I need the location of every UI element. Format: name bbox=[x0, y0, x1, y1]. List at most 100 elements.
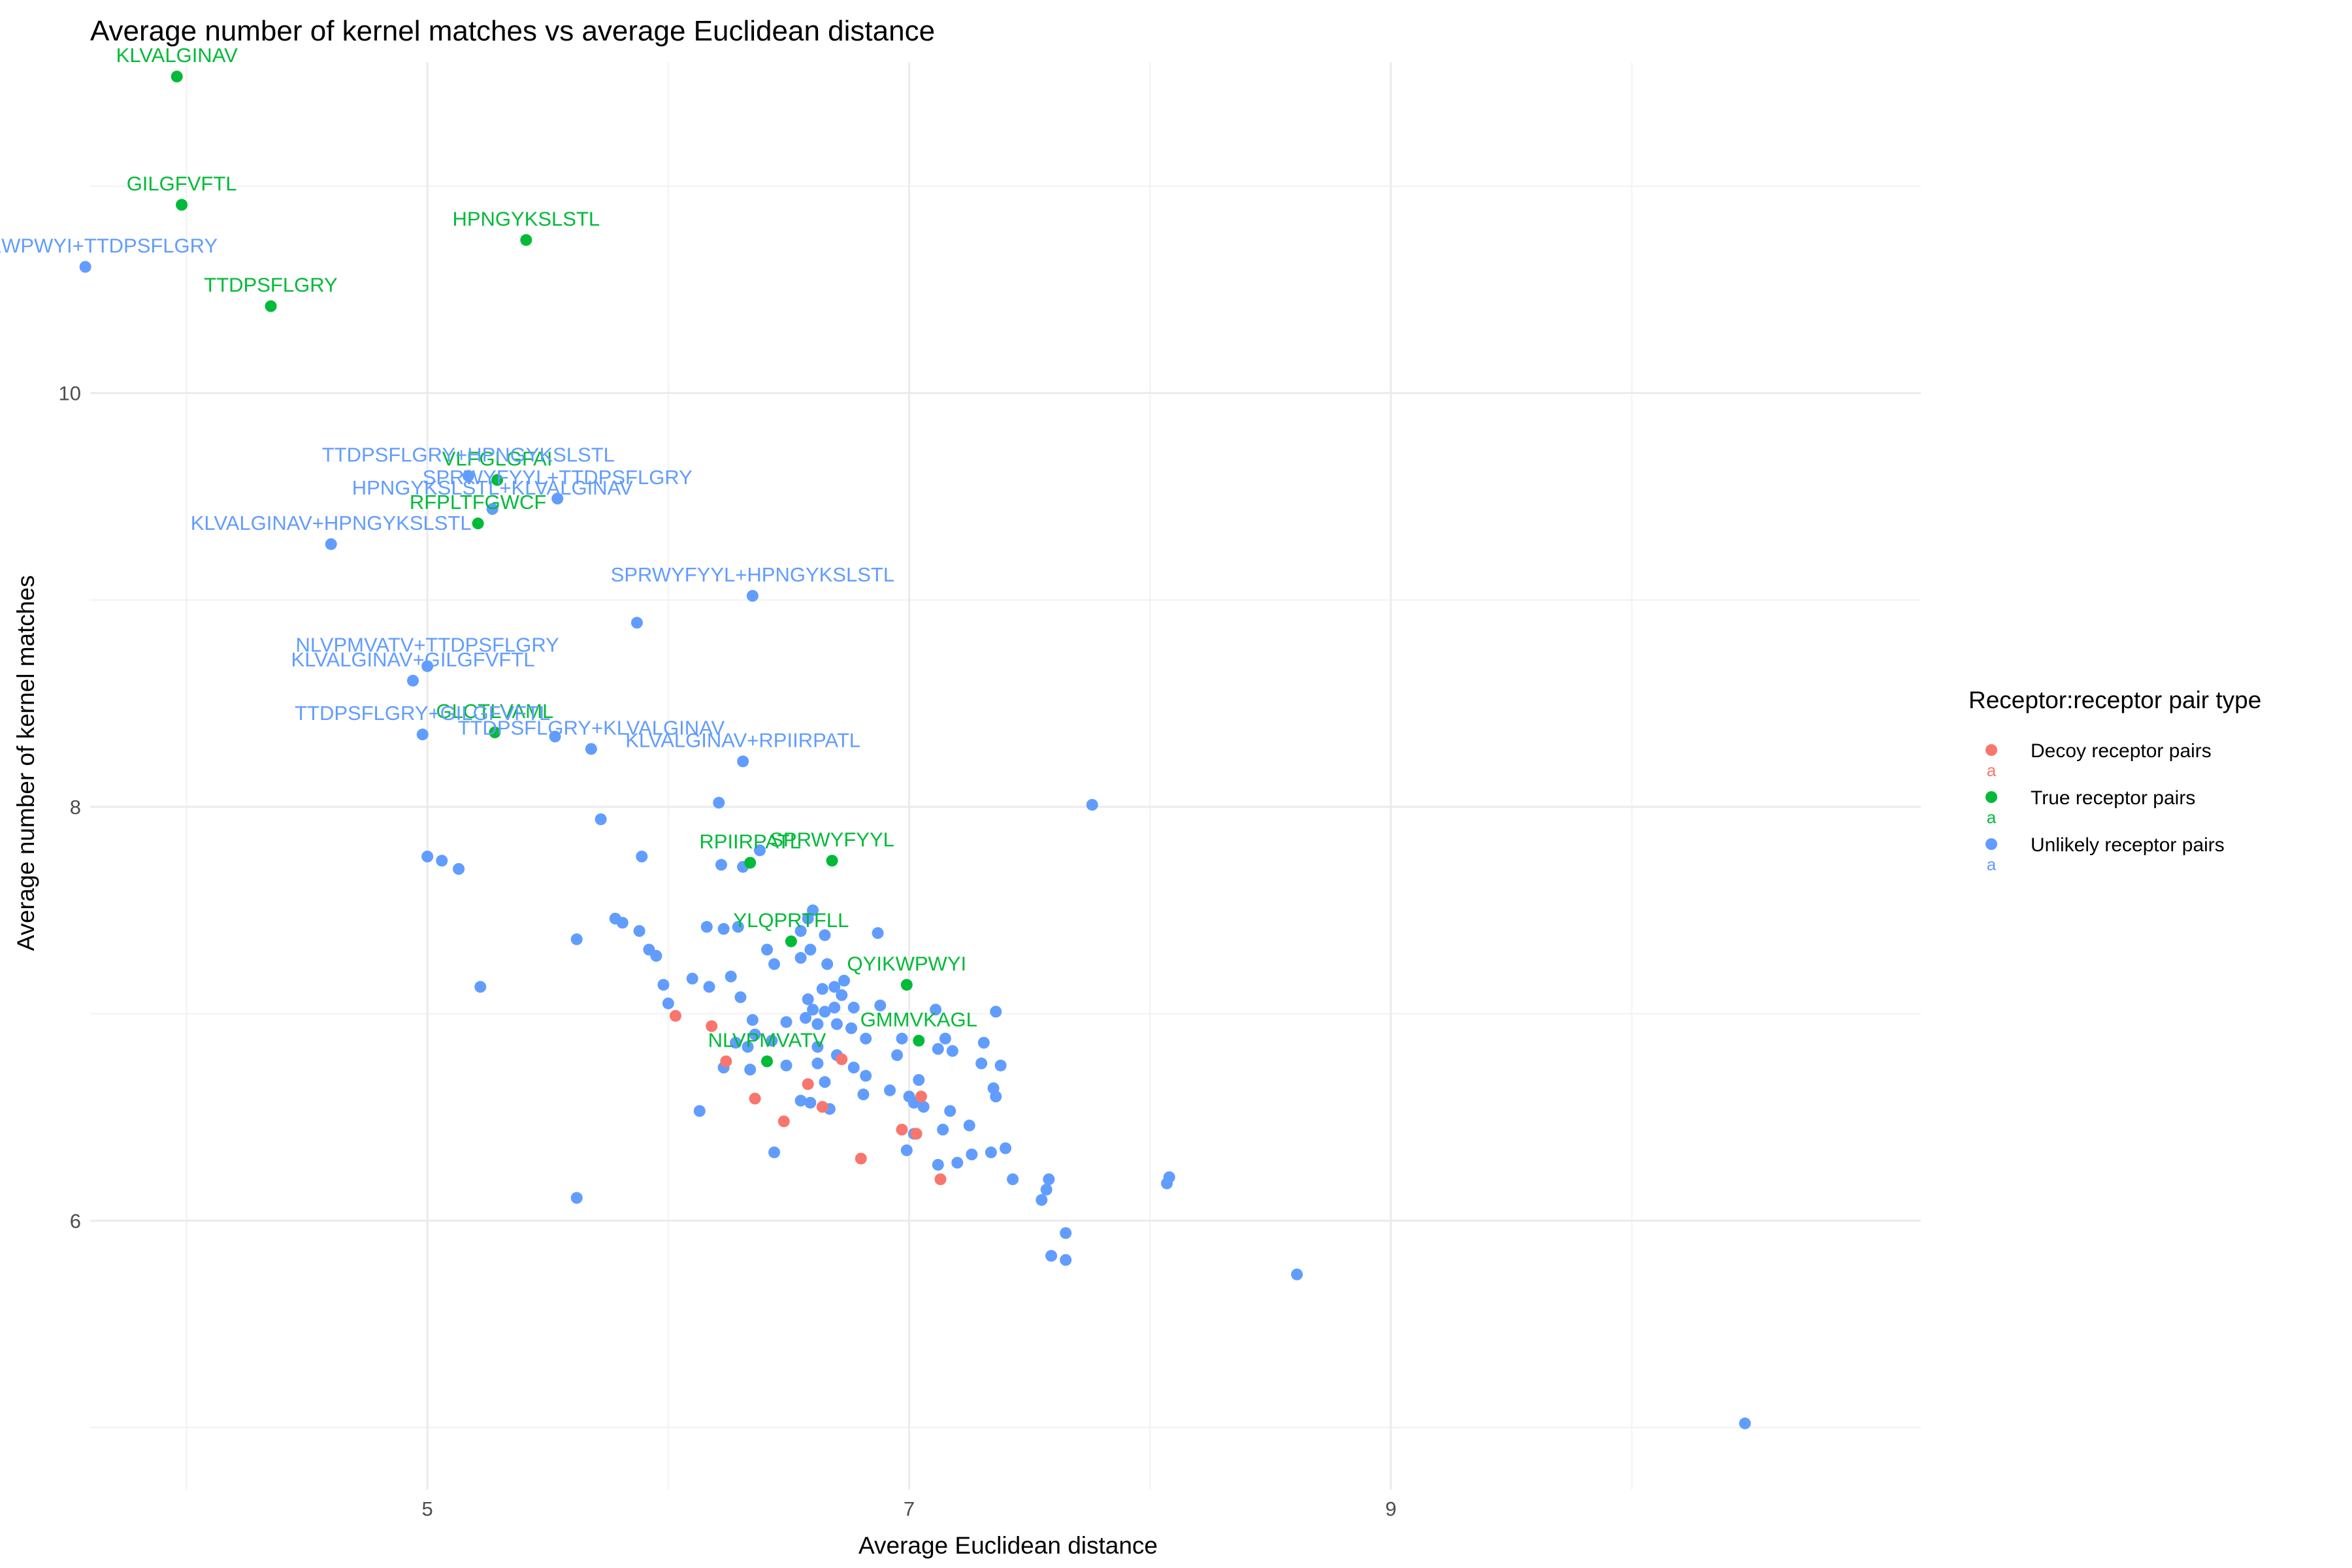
data-point bbox=[932, 1158, 944, 1171]
data-point bbox=[819, 1005, 831, 1018]
data-point bbox=[780, 1059, 792, 1071]
data-point bbox=[551, 493, 564, 505]
data-point bbox=[857, 1088, 870, 1101]
data-point bbox=[474, 981, 487, 993]
data-point bbox=[686, 972, 698, 985]
data-point bbox=[900, 1144, 913, 1156]
data-point bbox=[985, 1146, 997, 1158]
legend-key-point bbox=[1985, 791, 1997, 803]
grid-major-lines bbox=[90, 62, 1921, 1490]
point-label: HPNGYKSLSTL+KLVALGINAV bbox=[352, 476, 633, 499]
data-point bbox=[79, 261, 91, 273]
data-point bbox=[630, 617, 643, 629]
data-point bbox=[407, 674, 419, 687]
data-point bbox=[713, 796, 725, 809]
data-point bbox=[633, 925, 645, 937]
grid-minor-lines bbox=[90, 62, 1921, 1490]
data-point bbox=[819, 1076, 831, 1088]
data-point bbox=[746, 590, 759, 602]
data-point bbox=[421, 851, 434, 862]
x-axis-title: Average Euclidean distance bbox=[858, 1532, 1158, 1559]
data-point bbox=[737, 755, 749, 768]
data-point bbox=[937, 1124, 949, 1135]
point-label: SPRWYFYYL+TTDPSFLGRY bbox=[423, 466, 693, 489]
data-point bbox=[725, 970, 737, 983]
data-point bbox=[486, 503, 498, 515]
data-point bbox=[472, 517, 484, 530]
data-point bbox=[794, 952, 807, 964]
data-point bbox=[703, 981, 715, 993]
point-label: TTDPSFLGRY bbox=[204, 274, 337, 297]
data-point bbox=[176, 199, 188, 211]
data-point bbox=[860, 1032, 872, 1045]
data-point bbox=[749, 1092, 761, 1105]
data-point bbox=[847, 1062, 860, 1073]
data-point bbox=[766, 1034, 778, 1047]
data-point bbox=[662, 997, 674, 1009]
data-point bbox=[900, 979, 913, 991]
point-label: KLVALGINAV+HPNGYKSLSTL bbox=[191, 512, 472, 534]
data-point bbox=[1086, 798, 1098, 811]
y-axis-tick-labels: 6 8 10 bbox=[59, 382, 81, 1233]
data-point bbox=[872, 927, 884, 939]
data-point bbox=[807, 1004, 819, 1016]
legend: Receptor:receptor pair type a Decoy recep… bbox=[1968, 687, 2261, 874]
data-point bbox=[910, 1128, 923, 1140]
data-point bbox=[780, 1016, 792, 1028]
data-point bbox=[932, 1043, 944, 1055]
legend-title: Receptor:receptor pair type bbox=[1968, 687, 2261, 713]
point-label: GMMVKAGL bbox=[860, 1008, 977, 1031]
point-label: TTDPSFLGRY+GILGFVFTL bbox=[295, 702, 550, 725]
data-point bbox=[1060, 1227, 1072, 1239]
data-point bbox=[828, 1002, 841, 1014]
data-point bbox=[744, 1064, 757, 1076]
data-point bbox=[819, 929, 831, 941]
data-point bbox=[951, 1156, 964, 1169]
data-point bbox=[265, 300, 277, 312]
data-point bbox=[753, 844, 766, 857]
point-labels: KLVALGINAV GILGFVFTL TTDPSFLGRY HPNGYKSLSTL… bbox=[0, 44, 977, 1051]
data-point bbox=[768, 1146, 781, 1158]
data-point bbox=[799, 1012, 811, 1024]
data-point bbox=[462, 470, 474, 482]
data-point bbox=[700, 921, 713, 933]
data-point bbox=[855, 1152, 867, 1165]
y-tick-label: 6 bbox=[70, 1209, 81, 1232]
legend-key-text: a bbox=[1987, 808, 1997, 827]
data-point bbox=[761, 943, 774, 956]
legend-key-text: a bbox=[1987, 760, 1997, 780]
data-point bbox=[802, 993, 814, 1005]
data-point bbox=[636, 851, 648, 862]
data-point bbox=[811, 1018, 824, 1030]
data-point bbox=[777, 1115, 790, 1128]
point-label: KLVALGINAV bbox=[116, 44, 238, 67]
legend-key-point bbox=[1985, 838, 1997, 850]
data-point bbox=[896, 1124, 908, 1135]
legend-key-text: a bbox=[1987, 855, 1997, 874]
data-point bbox=[570, 1192, 583, 1204]
data-point bbox=[1036, 1194, 1048, 1206]
data-point bbox=[836, 1053, 848, 1066]
legend-label: Unlikely receptor pairs bbox=[2031, 834, 2225, 856]
data-point bbox=[1291, 1268, 1303, 1281]
point-label: RPIIRPATL bbox=[699, 830, 801, 853]
chart-title: Average number of kernel matches vs aver… bbox=[90, 15, 935, 47]
data-point bbox=[1045, 1250, 1058, 1262]
data-point bbox=[847, 1002, 860, 1014]
legend-label: True receptor pairs bbox=[2031, 787, 2195, 809]
data-point bbox=[325, 538, 337, 550]
legend-entries: a Decoy receptor pairs a True receptor pair… bbox=[1985, 740, 2225, 874]
data-point bbox=[830, 1018, 843, 1030]
data-point bbox=[845, 1022, 858, 1034]
data-point bbox=[785, 935, 797, 947]
data-point bbox=[915, 1090, 927, 1103]
data-point bbox=[874, 1000, 887, 1011]
point-label: KLVALGINAV+GILGFVFTL bbox=[291, 648, 535, 671]
data-point bbox=[585, 743, 597, 755]
point-label: NLVPMVATV bbox=[708, 1029, 826, 1052]
data-point bbox=[549, 730, 561, 743]
data-point bbox=[1007, 1173, 1019, 1185]
point-label: QYIKWPWYI+TTDPSFLGRY bbox=[0, 235, 218, 257]
data-point bbox=[436, 855, 448, 867]
